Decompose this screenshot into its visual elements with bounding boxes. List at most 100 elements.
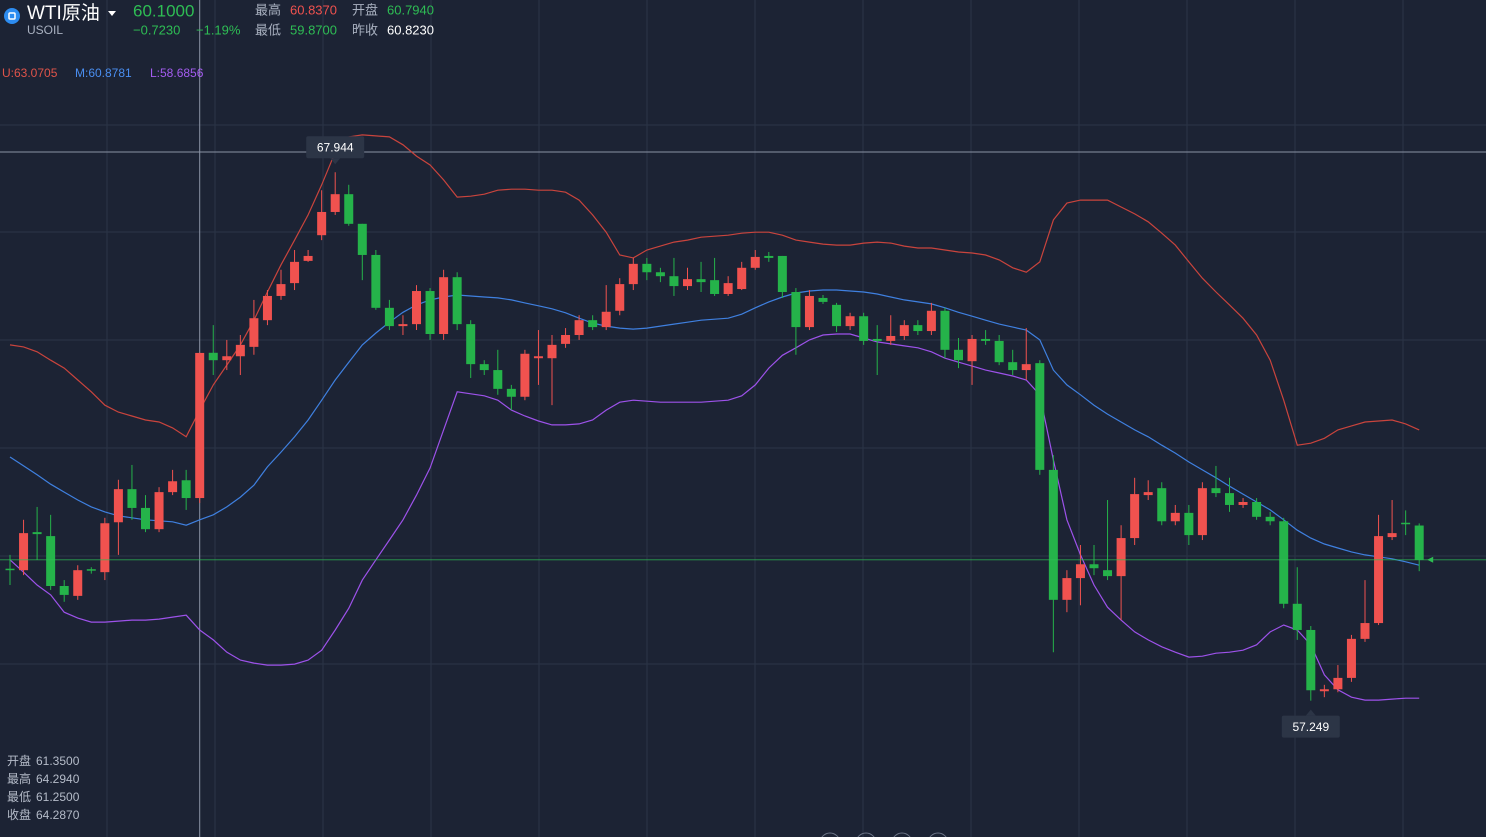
readout-label: 最高 bbox=[7, 771, 31, 786]
candle-body bbox=[872, 338, 882, 341]
extreme-label-box bbox=[306, 136, 365, 159]
candle-body bbox=[954, 349, 963, 361]
candle-body bbox=[1130, 494, 1140, 539]
candle-body bbox=[1035, 363, 1045, 470]
indicator-middle: M:60.8781 bbox=[75, 66, 132, 80]
candle-body bbox=[141, 507, 150, 530]
candle-body bbox=[1143, 492, 1153, 496]
candle-body bbox=[1333, 677, 1343, 690]
candle-body bbox=[913, 325, 923, 332]
candle-body bbox=[1306, 629, 1316, 691]
last-price: 60.1000 bbox=[133, 1, 194, 20]
candle-body bbox=[86, 569, 96, 571]
candle-body bbox=[1197, 488, 1207, 536]
candle-body bbox=[466, 324, 476, 365]
readout-value: 64.2940 bbox=[36, 772, 80, 786]
candle-body bbox=[154, 492, 164, 530]
candle-body bbox=[1021, 364, 1031, 371]
candle-body bbox=[710, 280, 720, 294]
extreme-label-box bbox=[1281, 715, 1340, 738]
candle-body bbox=[601, 311, 611, 328]
candle-body bbox=[1116, 538, 1126, 577]
readout-label: 收盘 bbox=[7, 807, 31, 822]
candle-body bbox=[425, 291, 435, 335]
candle-body bbox=[19, 533, 29, 571]
candle-body bbox=[845, 316, 855, 327]
stat-value: 59.8700 bbox=[290, 22, 337, 37]
symbol-code: USOIL bbox=[27, 23, 63, 37]
dropdown-arrow[interactable] bbox=[108, 11, 116, 16]
grid bbox=[0, 124, 1486, 665]
candle-body bbox=[127, 489, 137, 508]
candle-body bbox=[669, 276, 679, 287]
candle-body bbox=[967, 338, 977, 362]
indicator-lower: L:58.6856 bbox=[150, 66, 204, 80]
readout-value: 61.2500 bbox=[36, 790, 80, 804]
symbol-name[interactable]: WTI原油 bbox=[27, 2, 100, 24]
candle-body bbox=[1414, 525, 1424, 560]
candle-body bbox=[1292, 603, 1302, 630]
candle-body bbox=[1319, 689, 1329, 692]
bollinger-band bbox=[9, 333, 1420, 701]
candle-body bbox=[1089, 564, 1099, 569]
candle-body bbox=[303, 255, 313, 261]
extreme-label-pointer bbox=[1305, 709, 1316, 716]
stat-label: 最低 bbox=[255, 22, 281, 37]
candle-body bbox=[1238, 502, 1248, 505]
candle-body bbox=[1225, 493, 1234, 505]
candle-body bbox=[994, 340, 1004, 363]
candle-body bbox=[886, 335, 896, 341]
control-button[interactable] bbox=[928, 832, 948, 837]
control-button[interactable] bbox=[892, 832, 912, 837]
readout-label: 最低 bbox=[7, 790, 31, 804]
candle-body bbox=[181, 480, 191, 499]
candle-body bbox=[750, 256, 760, 268]
grid bbox=[106, 0, 1404, 837]
candle-body bbox=[533, 356, 543, 359]
price-change-pct: −1.19% bbox=[196, 22, 241, 37]
candle-body bbox=[452, 277, 462, 325]
bollinger-band bbox=[9, 289, 1420, 566]
control-button[interactable] bbox=[856, 832, 876, 837]
candle-body bbox=[1157, 488, 1167, 522]
candle-body bbox=[655, 272, 665, 277]
candle-body bbox=[899, 325, 909, 336]
candle-body bbox=[926, 310, 936, 332]
candle-body bbox=[371, 254, 381, 308]
candle-body bbox=[1374, 536, 1384, 624]
symbol-icon bbox=[4, 8, 20, 24]
candle-body bbox=[113, 489, 123, 523]
candle-body bbox=[615, 284, 625, 311]
candle-body bbox=[330, 194, 340, 212]
candle-body bbox=[344, 194, 354, 224]
candle-body bbox=[208, 352, 218, 361]
candle-body bbox=[412, 291, 421, 325]
candle-body bbox=[46, 536, 56, 586]
candle-body bbox=[1346, 638, 1356, 678]
stat-label: 最高 bbox=[255, 2, 281, 17]
candle-body bbox=[398, 324, 408, 327]
candle-body bbox=[1048, 469, 1058, 600]
bottom-controls bbox=[820, 832, 948, 837]
candle-body bbox=[1252, 502, 1262, 517]
extreme-label: 67.944 bbox=[317, 140, 354, 154]
candle-body bbox=[723, 283, 733, 294]
candle-body bbox=[32, 532, 42, 535]
candle-body bbox=[1279, 521, 1289, 604]
candle-body bbox=[561, 334, 571, 344]
candle-body bbox=[1170, 512, 1180, 522]
candle-body bbox=[73, 570, 83, 596]
candle-body bbox=[317, 211, 327, 236]
candle-body bbox=[859, 316, 869, 341]
stat-value: 60.7940 bbox=[387, 2, 434, 17]
candle-body bbox=[262, 295, 272, 321]
candle-body bbox=[940, 310, 950, 350]
candle-body bbox=[588, 320, 598, 328]
price-change: −0.7230 bbox=[133, 22, 180, 37]
control-button[interactable] bbox=[820, 832, 840, 837]
stat-value: 60.8370 bbox=[290, 2, 337, 17]
readout-label: 开盘 bbox=[7, 753, 31, 768]
last-price-marker bbox=[1427, 556, 1434, 563]
candle-body bbox=[235, 344, 245, 357]
candle-body bbox=[168, 481, 178, 493]
